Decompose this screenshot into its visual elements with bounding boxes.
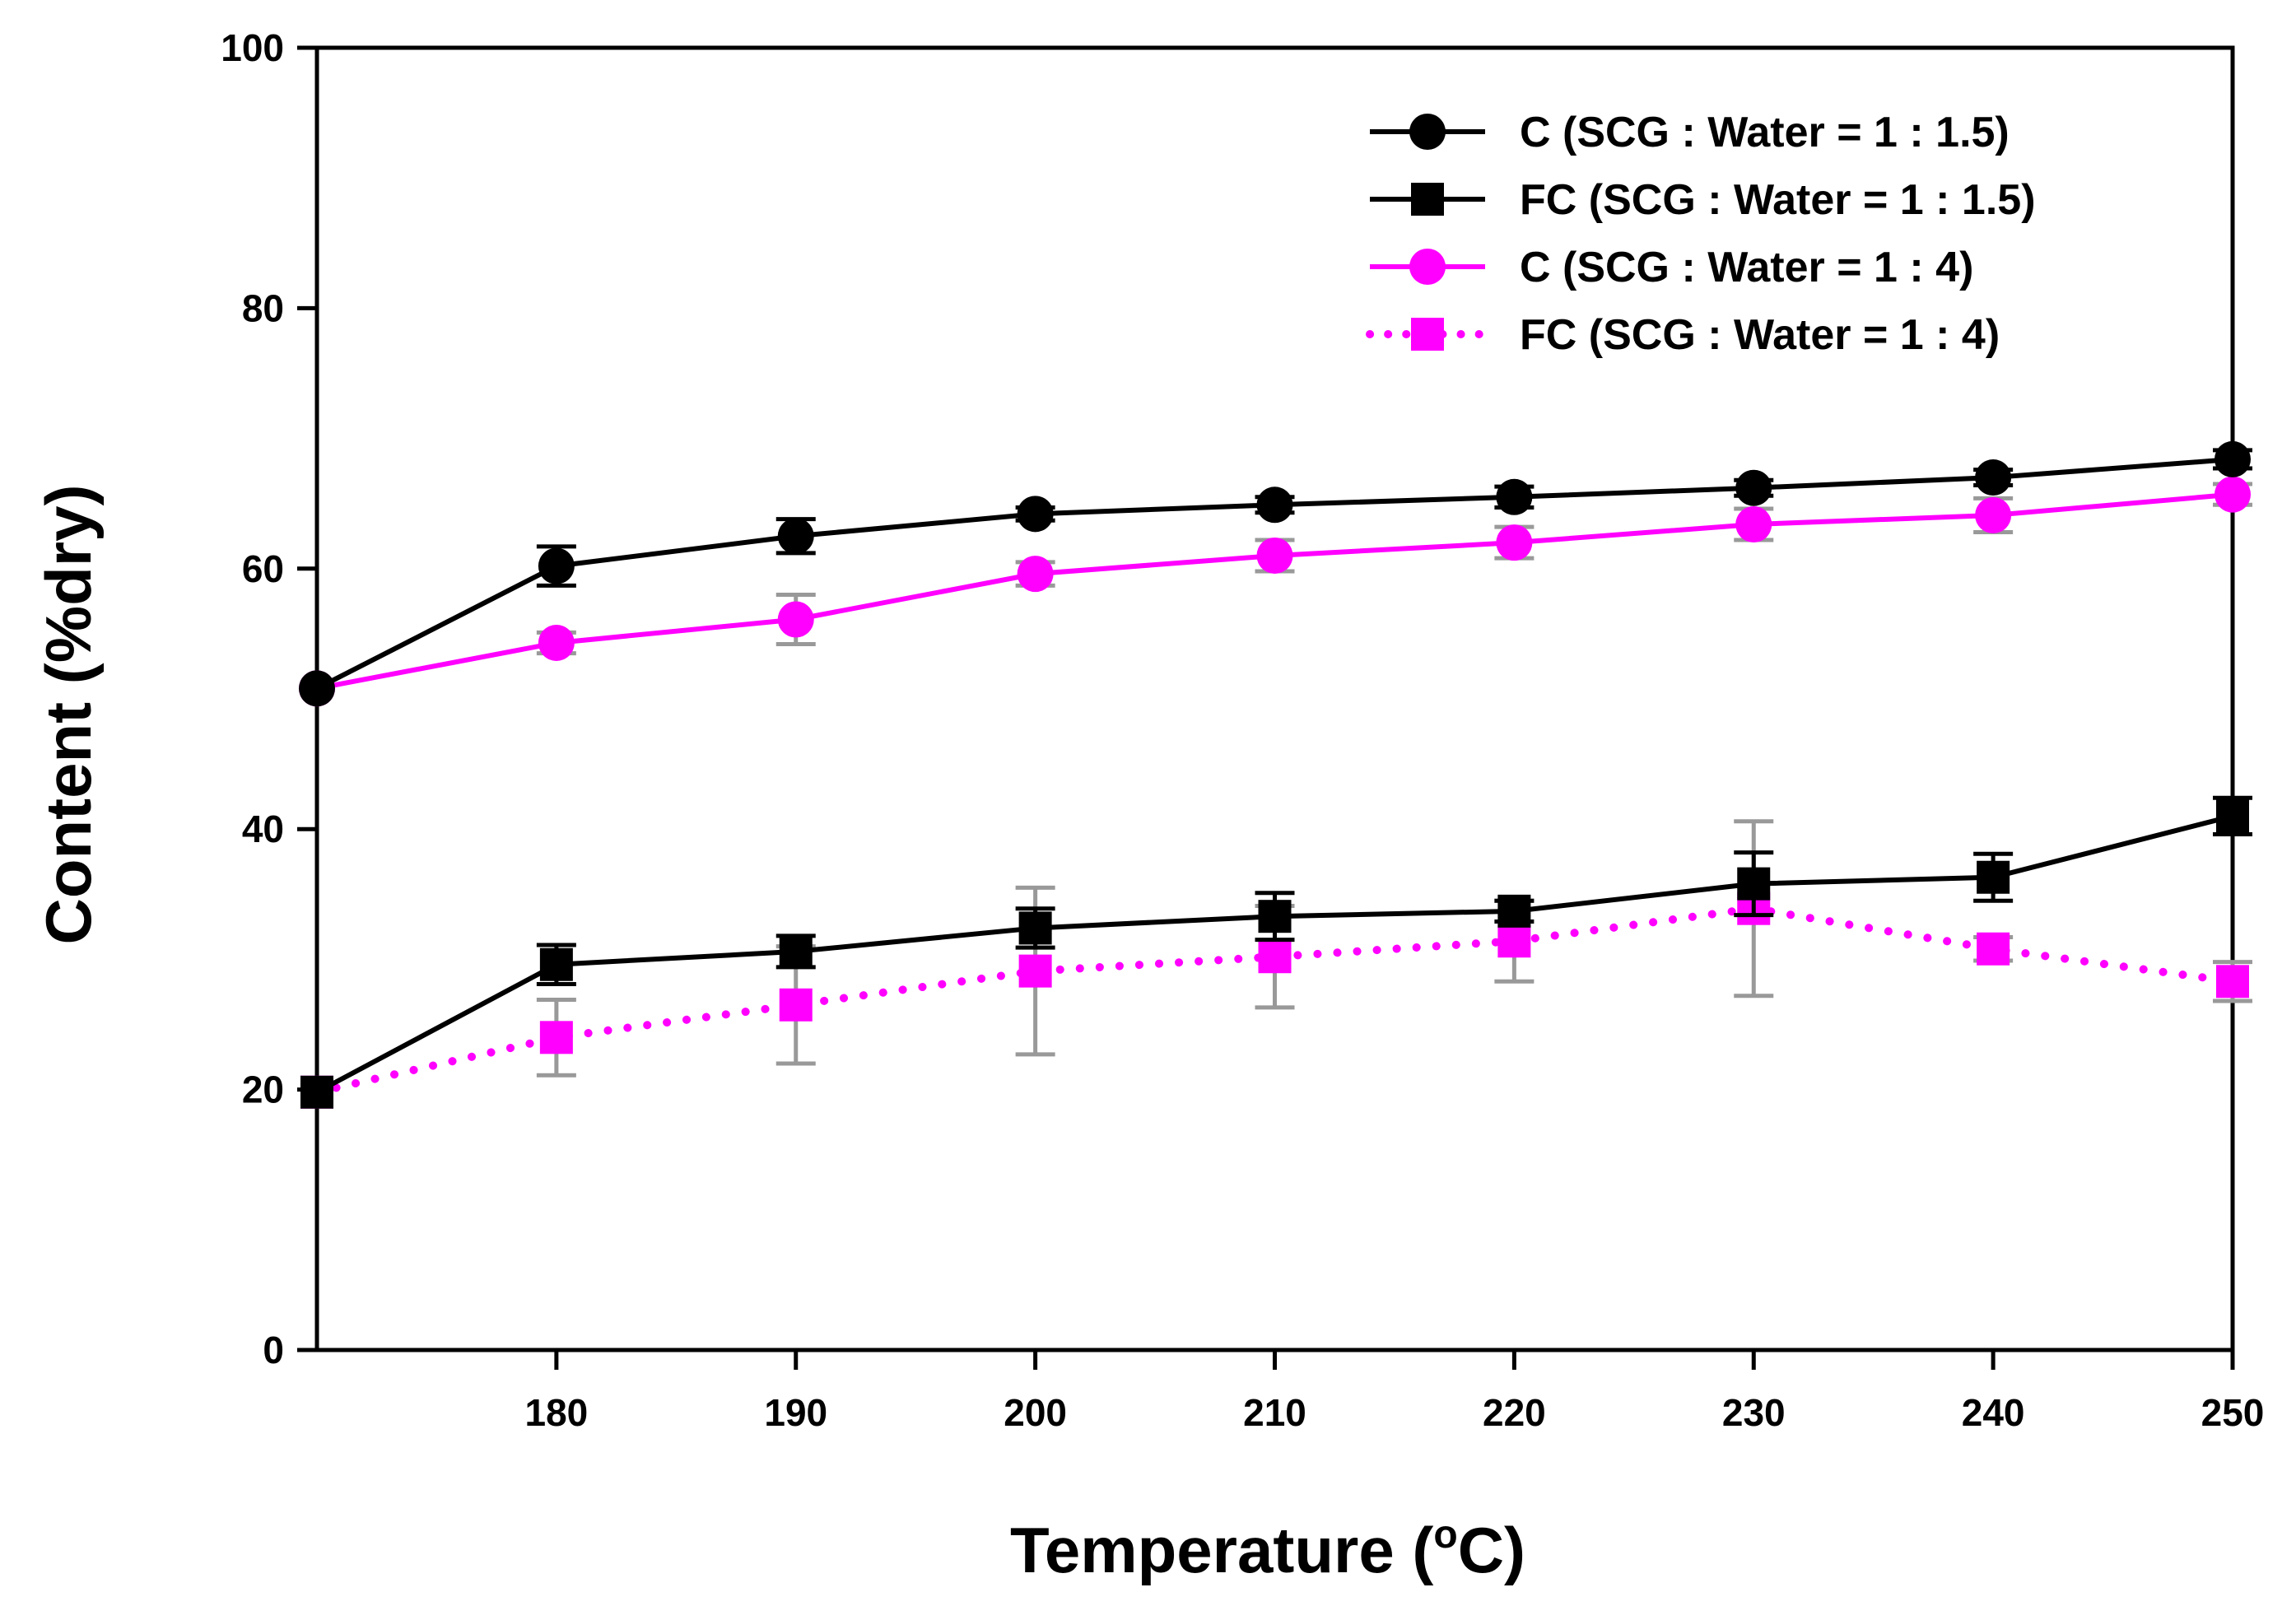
data-point [1256,486,1293,524]
data-point [1258,940,1292,974]
legend-item-2: C (SCG : Water = 1 : 4) [1370,244,1973,291]
tick-labels: 0 20 40 60 80 100 180 190 200 210 220 230 240 250 [221,26,2264,1434]
y-tick-label: 60 [242,547,284,590]
data-point [1018,954,1052,988]
y-tick-label: 20 [242,1068,284,1111]
y-tick-label: 40 [242,808,284,850]
y-tick-label: 0 [263,1329,284,1371]
legend-item-1: FC (SCG : Water = 1 : 1.5) [1370,176,2036,224]
data-point [1258,900,1292,933]
data-point [777,601,814,638]
data-point [779,934,813,968]
legend-marker [1409,114,1446,150]
x-tick-label: 200 [1004,1391,1067,1434]
x-tick-label: 180 [525,1391,589,1434]
data-point [1018,911,1052,945]
y-tick-label: 100 [221,26,284,69]
data-point [1497,924,1531,958]
data-point [1497,894,1531,928]
data-point [1737,867,1771,901]
legend: C (SCG : Water = 1 : 1.5) FC (SCG : Water… [1366,109,2036,359]
data-point [1735,506,1772,543]
data-point [538,547,575,584]
data-point [1017,496,1054,533]
data-point [300,1075,333,1109]
x-tick-label: 230 [1722,1391,1786,1434]
data-point [2214,440,2251,477]
y-tick-label: 80 [242,286,284,329]
data-point [1496,524,1533,561]
legend-marker [1409,249,1446,285]
data-point [538,624,575,661]
legend-label: FC (SCG : Water = 1 : 4) [1520,311,2000,359]
series-1 [300,795,2252,1109]
x-tick-label: 250 [2201,1391,2265,1434]
x-axis-title-unit: C) [1458,1514,1525,1586]
x-tick-label: 190 [764,1391,827,1434]
x-axis-title-degree: o [1433,1513,1457,1557]
data-point [539,947,573,981]
data-point [1017,556,1054,593]
data-point [1975,496,2012,533]
legend-marker [1411,318,1444,351]
x-tick-label: 240 [1962,1391,2025,1434]
x-tick-label: 220 [1483,1391,1546,1434]
data-point [299,670,335,707]
x-axis-title-main: Temperature ( [1010,1514,1433,1586]
data-point [1975,459,2012,496]
data-point [2214,476,2251,513]
data-point [1496,478,1533,515]
x-tick-label: 210 [1243,1391,1306,1434]
series-layer [299,440,2252,1109]
legend-marker [1411,183,1444,216]
data-point [1977,932,2010,966]
data-point [777,518,814,555]
data-point [1977,860,2010,894]
legend-item-0: C (SCG : Water = 1 : 1.5) [1370,109,2010,156]
data-point [2216,799,2249,833]
legend-item-3: FC (SCG : Water = 1 : 4) [1366,311,2000,359]
data-point [2216,965,2249,999]
legend-label: C (SCG : Water = 1 : 4) [1520,244,1973,291]
legend-label: FC (SCG : Water = 1 : 1.5) [1520,176,2036,224]
data-point [779,988,813,1022]
data-point [1256,537,1293,574]
x-axis-title: Temperature (oC) [1010,1513,1525,1586]
data-point [539,1021,573,1054]
data-point [1735,469,1772,506]
y-axis-title: Content (%dry) [32,485,105,945]
axis-ticks [297,45,2235,1370]
series-0 [299,440,2252,707]
legend-label: C (SCG : Water = 1 : 1.5) [1520,109,2010,156]
